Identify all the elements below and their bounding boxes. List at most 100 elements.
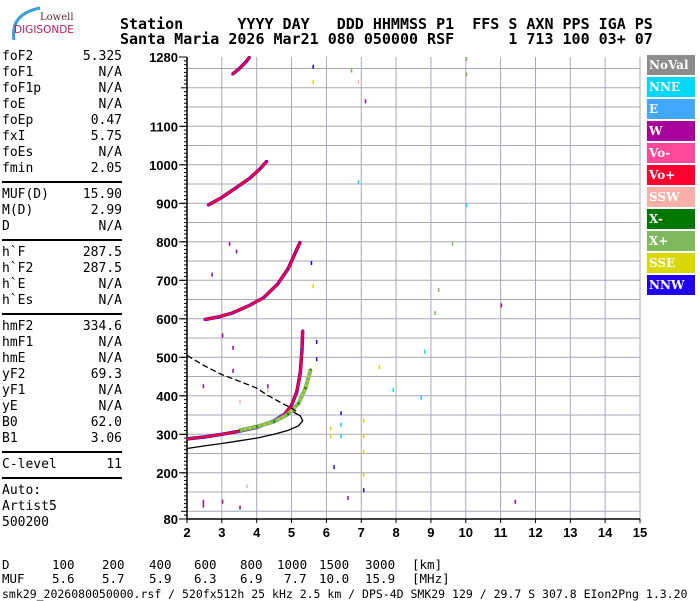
muf-value: 10.0: [319, 571, 350, 586]
param-name: M(D): [2, 203, 34, 218]
4F-trace-line: [231, 56, 251, 76]
noise-point: [232, 345, 234, 350]
param-row: B0 62.0: [2, 415, 122, 431]
x-tick-label: 6: [323, 525, 330, 540]
noise-point: [362, 449, 365, 454]
param-row: yF1 N/A: [2, 383, 122, 399]
logo-arc-icon: [12, 6, 41, 41]
x-tick-label: 13: [563, 525, 577, 540]
O-trace-point: [220, 433, 223, 436]
param-name: B1: [2, 431, 18, 446]
O-trace-point: [301, 329, 304, 332]
noise-point: [310, 261, 313, 266]
x-tick-label: 7: [358, 525, 365, 540]
y-tick-label: 300: [156, 427, 178, 442]
legend-item-e: E: [647, 99, 695, 119]
2F-trace-point: [276, 283, 279, 286]
y-tick-label: 400: [156, 389, 178, 404]
muf-label: MUF: [2, 571, 25, 586]
2F-trace-point: [287, 267, 290, 270]
param-value: N/A: [98, 219, 122, 234]
d-value: 200: [102, 557, 125, 572]
legend: NoVal NNE E W Vo- Vo+ SSW X- X+ SSE NNW: [647, 55, 695, 297]
scaled-parameters-panel: foF2 5.325 foF1 N/A foF1p N/A foE N/A foEp 0.47 fx…: [2, 49, 122, 531]
X-trace-point: [287, 413, 290, 416]
y-tick-label: 80: [164, 512, 178, 527]
param-row: foE N/A: [2, 97, 122, 113]
legend-item-ssw: SSW: [647, 187, 695, 207]
y-tick-label: 1000: [149, 158, 178, 173]
logo-text-lowell: Lowell: [40, 12, 74, 23]
3F-trace-point: [248, 177, 251, 180]
param-value: 287.5: [82, 245, 122, 260]
param-row: yF2 69.3: [2, 367, 122, 383]
noise-point: [362, 418, 365, 423]
noise-point: [267, 388, 269, 393]
2F-trace-point: [217, 315, 220, 318]
param-name: h`E: [2, 277, 26, 292]
3F-trace-line: [207, 160, 269, 207]
noise-point: [312, 284, 314, 289]
param-value: N/A: [98, 293, 122, 308]
noise-point: [465, 72, 468, 77]
autoscaling-info: Auto:: [2, 483, 42, 498]
param-value: 69.3: [90, 367, 122, 382]
param-name: foEp: [2, 113, 34, 128]
param-value: N/A: [98, 351, 122, 366]
profile-extrapolation-line: [186, 354, 299, 414]
noise-point: [315, 339, 318, 344]
4F-trace-point: [238, 67, 241, 70]
param-name: foE: [2, 97, 26, 112]
legend-item-nne: NNE: [647, 77, 695, 97]
legend-item-sse: SSE: [647, 253, 695, 273]
y-tick-label: 1280: [149, 50, 178, 65]
noise-point: [362, 434, 365, 439]
noise-point: [451, 241, 454, 246]
param-name: yE: [2, 399, 18, 414]
param-value: 2.99: [90, 203, 122, 218]
param-name: hmE: [2, 351, 26, 366]
X-trace-point: [309, 368, 312, 371]
noise-point: [329, 434, 332, 439]
param-row: B1 3.06: [2, 431, 122, 447]
noise-point: [357, 80, 360, 85]
param-value: 11: [106, 457, 122, 472]
param-name: yF2: [2, 367, 26, 382]
header-values: Santa Maria 2026 Mar21 080 050000 RSF 1 …: [120, 30, 653, 48]
x-tick-label: 5: [288, 525, 295, 540]
x-tick-label: 10: [459, 525, 473, 540]
3F-trace-point: [206, 204, 209, 207]
param-value: N/A: [98, 277, 122, 292]
x-tick-label: 9: [427, 525, 434, 540]
muf-value: 7.7: [284, 571, 307, 586]
O-trace-band: [186, 330, 305, 441]
param-name: yF1: [2, 383, 26, 398]
y-tick-label: 1100: [150, 119, 178, 134]
param-name: B0: [2, 415, 18, 430]
param-row: foF1 N/A: [2, 65, 122, 81]
noise-point: [392, 388, 395, 393]
param-name: D: [2, 219, 10, 234]
X-trace-point: [297, 402, 300, 405]
param-name: h`F: [2, 245, 26, 260]
param-row: hmE N/A: [2, 351, 122, 367]
4F-trace-point: [248, 56, 251, 58]
d-value: 100: [52, 557, 75, 572]
X-trace-point: [255, 425, 258, 428]
3F-trace-point: [259, 167, 262, 170]
param-value: N/A: [98, 97, 122, 112]
param-row: fmin 2.05: [2, 161, 122, 177]
param-value: 0.47: [90, 113, 122, 128]
noise-point: [235, 249, 238, 254]
param-value: 2.05: [90, 161, 122, 176]
logo-text-digisonde: DIGISONDE: [14, 24, 74, 36]
2F-trace-point: [203, 318, 206, 321]
x-tick-label: 15: [633, 525, 647, 540]
legend-item-vominus: Vo-: [647, 143, 695, 163]
param-name: C-level: [2, 457, 57, 472]
noise-point: [350, 68, 353, 73]
param-name: fmin: [2, 161, 34, 176]
3F-trace-point: [266, 159, 269, 162]
legend-item-xplus: X+: [647, 231, 695, 251]
noise-point: [202, 384, 205, 389]
